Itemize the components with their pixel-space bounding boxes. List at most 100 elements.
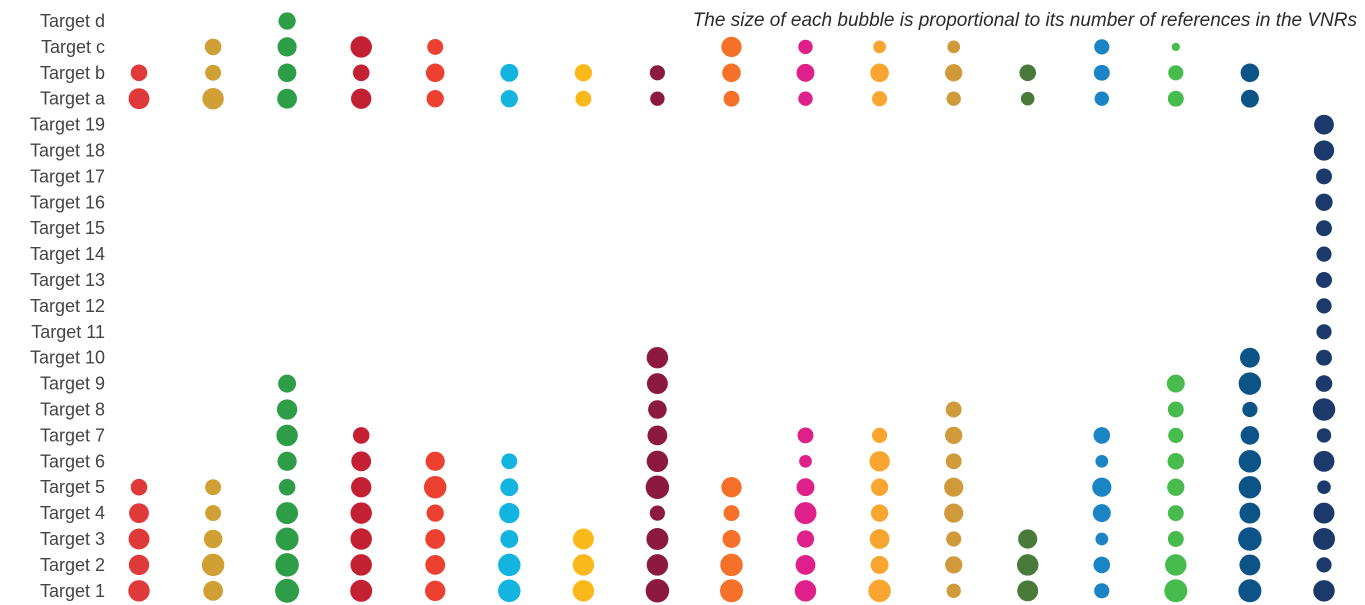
bubble xyxy=(425,529,446,549)
bubble xyxy=(1167,90,1184,107)
row-label: Target b xyxy=(40,63,105,83)
bubble xyxy=(499,502,520,524)
bubble xyxy=(1167,478,1185,496)
row-label: Target c xyxy=(41,37,105,57)
bubble xyxy=(1313,528,1335,550)
bubble xyxy=(1316,272,1332,288)
bubble xyxy=(351,477,372,498)
bubble xyxy=(1316,220,1332,237)
bubble xyxy=(500,63,519,82)
bubble xyxy=(798,39,813,55)
bubble xyxy=(1239,554,1261,576)
bubble xyxy=(946,531,962,547)
bubble xyxy=(1166,374,1185,393)
bubble xyxy=(1017,580,1039,602)
bubble xyxy=(1164,579,1188,603)
bubble xyxy=(425,555,446,575)
bubble xyxy=(797,427,814,444)
bubble xyxy=(1092,504,1111,523)
bubble xyxy=(350,36,372,58)
bubble xyxy=(650,91,665,106)
bubble xyxy=(1167,401,1184,418)
bubble xyxy=(130,478,148,496)
bubble xyxy=(498,579,521,603)
bubble xyxy=(1095,454,1109,468)
bubble xyxy=(1019,64,1037,82)
bubble xyxy=(1238,475,1262,499)
bubble xyxy=(425,580,446,601)
bubble xyxy=(945,426,963,445)
bubble xyxy=(1094,39,1110,55)
bubble xyxy=(721,477,742,498)
bubble xyxy=(1316,349,1332,366)
bubble xyxy=(945,453,962,470)
bubble xyxy=(1316,324,1332,340)
bubble xyxy=(1240,426,1260,445)
row-label: Target 18 xyxy=(30,141,105,161)
bubble xyxy=(276,424,298,447)
bubble xyxy=(1240,89,1259,108)
bubble xyxy=(872,427,888,443)
bubble xyxy=(794,580,817,602)
row-labels: Target d Target c Target b Target a Target 1… xyxy=(30,11,106,601)
bubble xyxy=(1171,42,1180,52)
bubble xyxy=(1316,168,1332,185)
bubble xyxy=(945,64,963,82)
bubble xyxy=(277,88,297,109)
bubble xyxy=(1165,554,1187,576)
bubble xyxy=(645,475,670,499)
bubble xyxy=(201,553,225,577)
bubble xyxy=(872,91,888,107)
bubble xyxy=(1242,401,1258,418)
bubble xyxy=(1095,532,1109,546)
bubble xyxy=(1312,398,1336,421)
bubble xyxy=(500,530,519,548)
row-label: Target 5 xyxy=(40,477,105,497)
bubble xyxy=(350,528,372,550)
bubble xyxy=(130,64,148,82)
bubble xyxy=(795,555,816,575)
bubble xyxy=(870,478,889,496)
bubble xyxy=(944,477,964,497)
bubble xyxy=(1093,427,1111,444)
bubble xyxy=(1314,114,1334,135)
bubble xyxy=(276,399,298,420)
bubble xyxy=(799,454,812,468)
bubble xyxy=(646,554,669,576)
bubble xyxy=(646,346,669,369)
bubble xyxy=(277,37,297,57)
bubble xyxy=(277,63,297,83)
bubble xyxy=(202,87,224,110)
bubble xyxy=(645,579,670,603)
bubble xyxy=(869,451,890,472)
bubble xyxy=(1094,583,1110,599)
bubble xyxy=(945,556,963,574)
row-label: Target 12 xyxy=(30,296,105,316)
row-label: Target 3 xyxy=(40,529,105,549)
bubble xyxy=(1168,427,1184,443)
bubble xyxy=(649,505,665,521)
bubble xyxy=(1313,140,1335,161)
bubble xyxy=(1093,64,1110,81)
bubble xyxy=(128,88,150,110)
bubble xyxy=(1094,91,1110,106)
bubble xyxy=(500,90,518,108)
bubble xyxy=(646,450,669,473)
bubble xyxy=(1020,91,1035,106)
bubble xyxy=(1315,375,1333,392)
bubble xyxy=(723,90,740,107)
bubble xyxy=(946,583,961,598)
bubble xyxy=(572,554,595,576)
bubble xyxy=(945,401,962,418)
bubble xyxy=(203,580,224,601)
bubble xyxy=(646,528,669,550)
chart-annotation: The size of each bubble is proportional … xyxy=(693,10,1358,31)
bubble xyxy=(723,505,740,522)
bubble xyxy=(1092,477,1112,497)
bubble xyxy=(649,65,665,81)
bubble xyxy=(572,528,594,550)
bubble xyxy=(575,90,592,107)
bubble xyxy=(1167,452,1185,470)
row-label: Target a xyxy=(40,89,106,109)
row-label: Target 8 xyxy=(40,400,105,420)
